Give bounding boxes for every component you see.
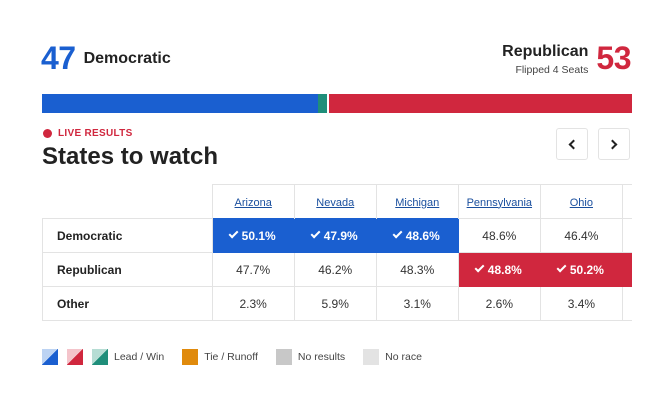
state-header-michigan: Michigan	[375, 184, 459, 219]
live-results-indicator: LIVE RESULTS	[43, 128, 133, 139]
checkmark-icon	[474, 262, 485, 272]
vote-share-value: 48.6%	[405, 228, 440, 243]
table-row: Other 2.3% 5.9% 3.1% 2.6% 3.4% 1.9%	[42, 286, 632, 321]
table-row: Democratic 50.1% 47.9% 48.6% 48.6% 46.4% 45.5%	[42, 218, 632, 253]
previous-button[interactable]	[556, 128, 588, 160]
vote-share-cell: 46.4%	[539, 218, 623, 253]
next-button[interactable]	[598, 128, 630, 160]
vote-share-value: 2.3%	[239, 296, 267, 311]
checkmark-icon	[310, 228, 321, 238]
vote-share-value: 47.7%	[236, 262, 271, 277]
vote-share-cell: 45.5%	[621, 218, 632, 253]
state-header-pennsylvania: Pennsylvania	[457, 184, 541, 219]
legend-republican-swatch	[67, 349, 83, 365]
legend-tie-runoff-label: Tie / Runoff	[204, 351, 258, 363]
democratic-seat-count: 47	[41, 40, 76, 76]
vote-share-value: 48.6%	[482, 228, 517, 243]
table-header-row: Arizona Nevada Michigan Pennsylvania Ohio Mon…	[43, 184, 632, 219]
checkmark-icon	[392, 228, 403, 238]
vote-share-cell: 46.2%	[293, 252, 377, 287]
checkmark-icon	[228, 228, 239, 238]
republican-label: Republican	[502, 43, 589, 60]
state-link-ohio[interactable]: Ohio	[569, 196, 593, 209]
vote-share-value: 46.4%	[564, 228, 599, 243]
republican-seat-count: 53	[596, 40, 631, 76]
vote-share-value: 3.4%	[567, 296, 596, 311]
republican-score: Republican Flipped 4 Seats 53	[502, 40, 631, 76]
section-title: States to watch	[42, 143, 219, 170]
state-header-nevada: Nevada	[293, 184, 377, 219]
vote-share-cell: 50.1%	[211, 218, 295, 253]
state-link-arizona[interactable]: Arizona	[234, 196, 272, 209]
chevron-left-icon	[568, 139, 579, 149]
vote-share-value: 48.8%	[487, 262, 522, 277]
vote-share-value: 3.1%	[403, 296, 431, 311]
vote-share-cell: 1.9%	[621, 286, 632, 321]
legend-democratic-swatch	[42, 349, 58, 365]
vote-share-value: 5.9%	[321, 296, 349, 311]
live-results-label: LIVE RESULTS	[58, 128, 133, 139]
vote-share-cell: 50.2%	[539, 252, 623, 287]
balance-bar-republican	[329, 94, 632, 113]
vote-share-value: 50.1%	[241, 228, 276, 243]
vote-share-cell: 2.3%	[211, 286, 295, 321]
vote-share-cell: 47.7%	[211, 252, 295, 287]
state-link-pennsylvania[interactable]: Pennsylvania	[466, 196, 533, 209]
vote-share-cell: 3.1%	[375, 286, 459, 321]
balance-bar-independent	[318, 94, 328, 113]
vote-share-cell: 3.4%	[539, 286, 623, 321]
vote-share-value: 48.3%	[400, 262, 435, 277]
states-results-table: Arizona Nevada Michigan Pennsylvania Ohio Mon…	[42, 184, 632, 322]
vote-share-cell: 52.6%	[621, 252, 632, 287]
party-label: Democratic	[42, 218, 213, 253]
state-link-michigan[interactable]: Michigan	[395, 196, 440, 209]
vote-share-value: 50.2%	[569, 262, 604, 277]
democratic-score: 47 Democratic	[41, 40, 171, 77]
table-corner	[43, 185, 213, 219]
legend: Lead / Win Tie / Runoff No results No ra…	[42, 349, 440, 365]
legend-lead-win-label: Lead / Win	[114, 351, 165, 363]
state-header-montana: Montana	[621, 184, 632, 219]
vote-share-cell: 48.8%	[457, 252, 541, 287]
vote-share-cell: 47.9%	[293, 218, 377, 253]
state-header-arizona: Arizona	[211, 184, 295, 219]
vote-share-cell: 5.9%	[293, 286, 377, 321]
legend-no-race-label: No race	[385, 351, 422, 363]
vote-share-value: 47.9%	[323, 228, 358, 243]
vote-share-cell: 48.6%	[375, 218, 459, 253]
legend-no-race-swatch	[363, 349, 380, 365]
vote-share-value: 46.2%	[318, 262, 353, 277]
vote-share-cell: 48.6%	[457, 218, 541, 253]
live-dot-icon	[43, 129, 52, 138]
table-row: Republican 47.7% 46.2% 48.3% 48.8% 50.2% 52.6%	[42, 252, 632, 287]
legend-tie-swatch	[182, 349, 199, 365]
party-label: Other	[42, 286, 213, 321]
checkmark-icon	[556, 262, 567, 272]
legend-independent-swatch	[92, 349, 108, 365]
vote-share-value: 2.6%	[485, 296, 513, 311]
democratic-label: Democratic	[83, 50, 171, 67]
vote-share-cell: 2.6%	[457, 286, 541, 321]
vote-share-cell: 48.3%	[375, 252, 459, 287]
legend-no-results-label: No results	[297, 351, 346, 363]
chevron-right-icon	[607, 139, 618, 149]
balance-bar-divider	[327, 94, 330, 113]
state-link-nevada[interactable]: Nevada	[316, 196, 355, 209]
state-header-ohio: Ohio	[539, 184, 623, 219]
balance-bar-democratic	[42, 94, 319, 113]
party-label: Republican	[42, 252, 213, 287]
legend-no-results-swatch	[275, 349, 292, 365]
flipped-seats-note: Flipped 4 Seats	[515, 64, 589, 76]
senate-balance-bar	[42, 94, 632, 113]
